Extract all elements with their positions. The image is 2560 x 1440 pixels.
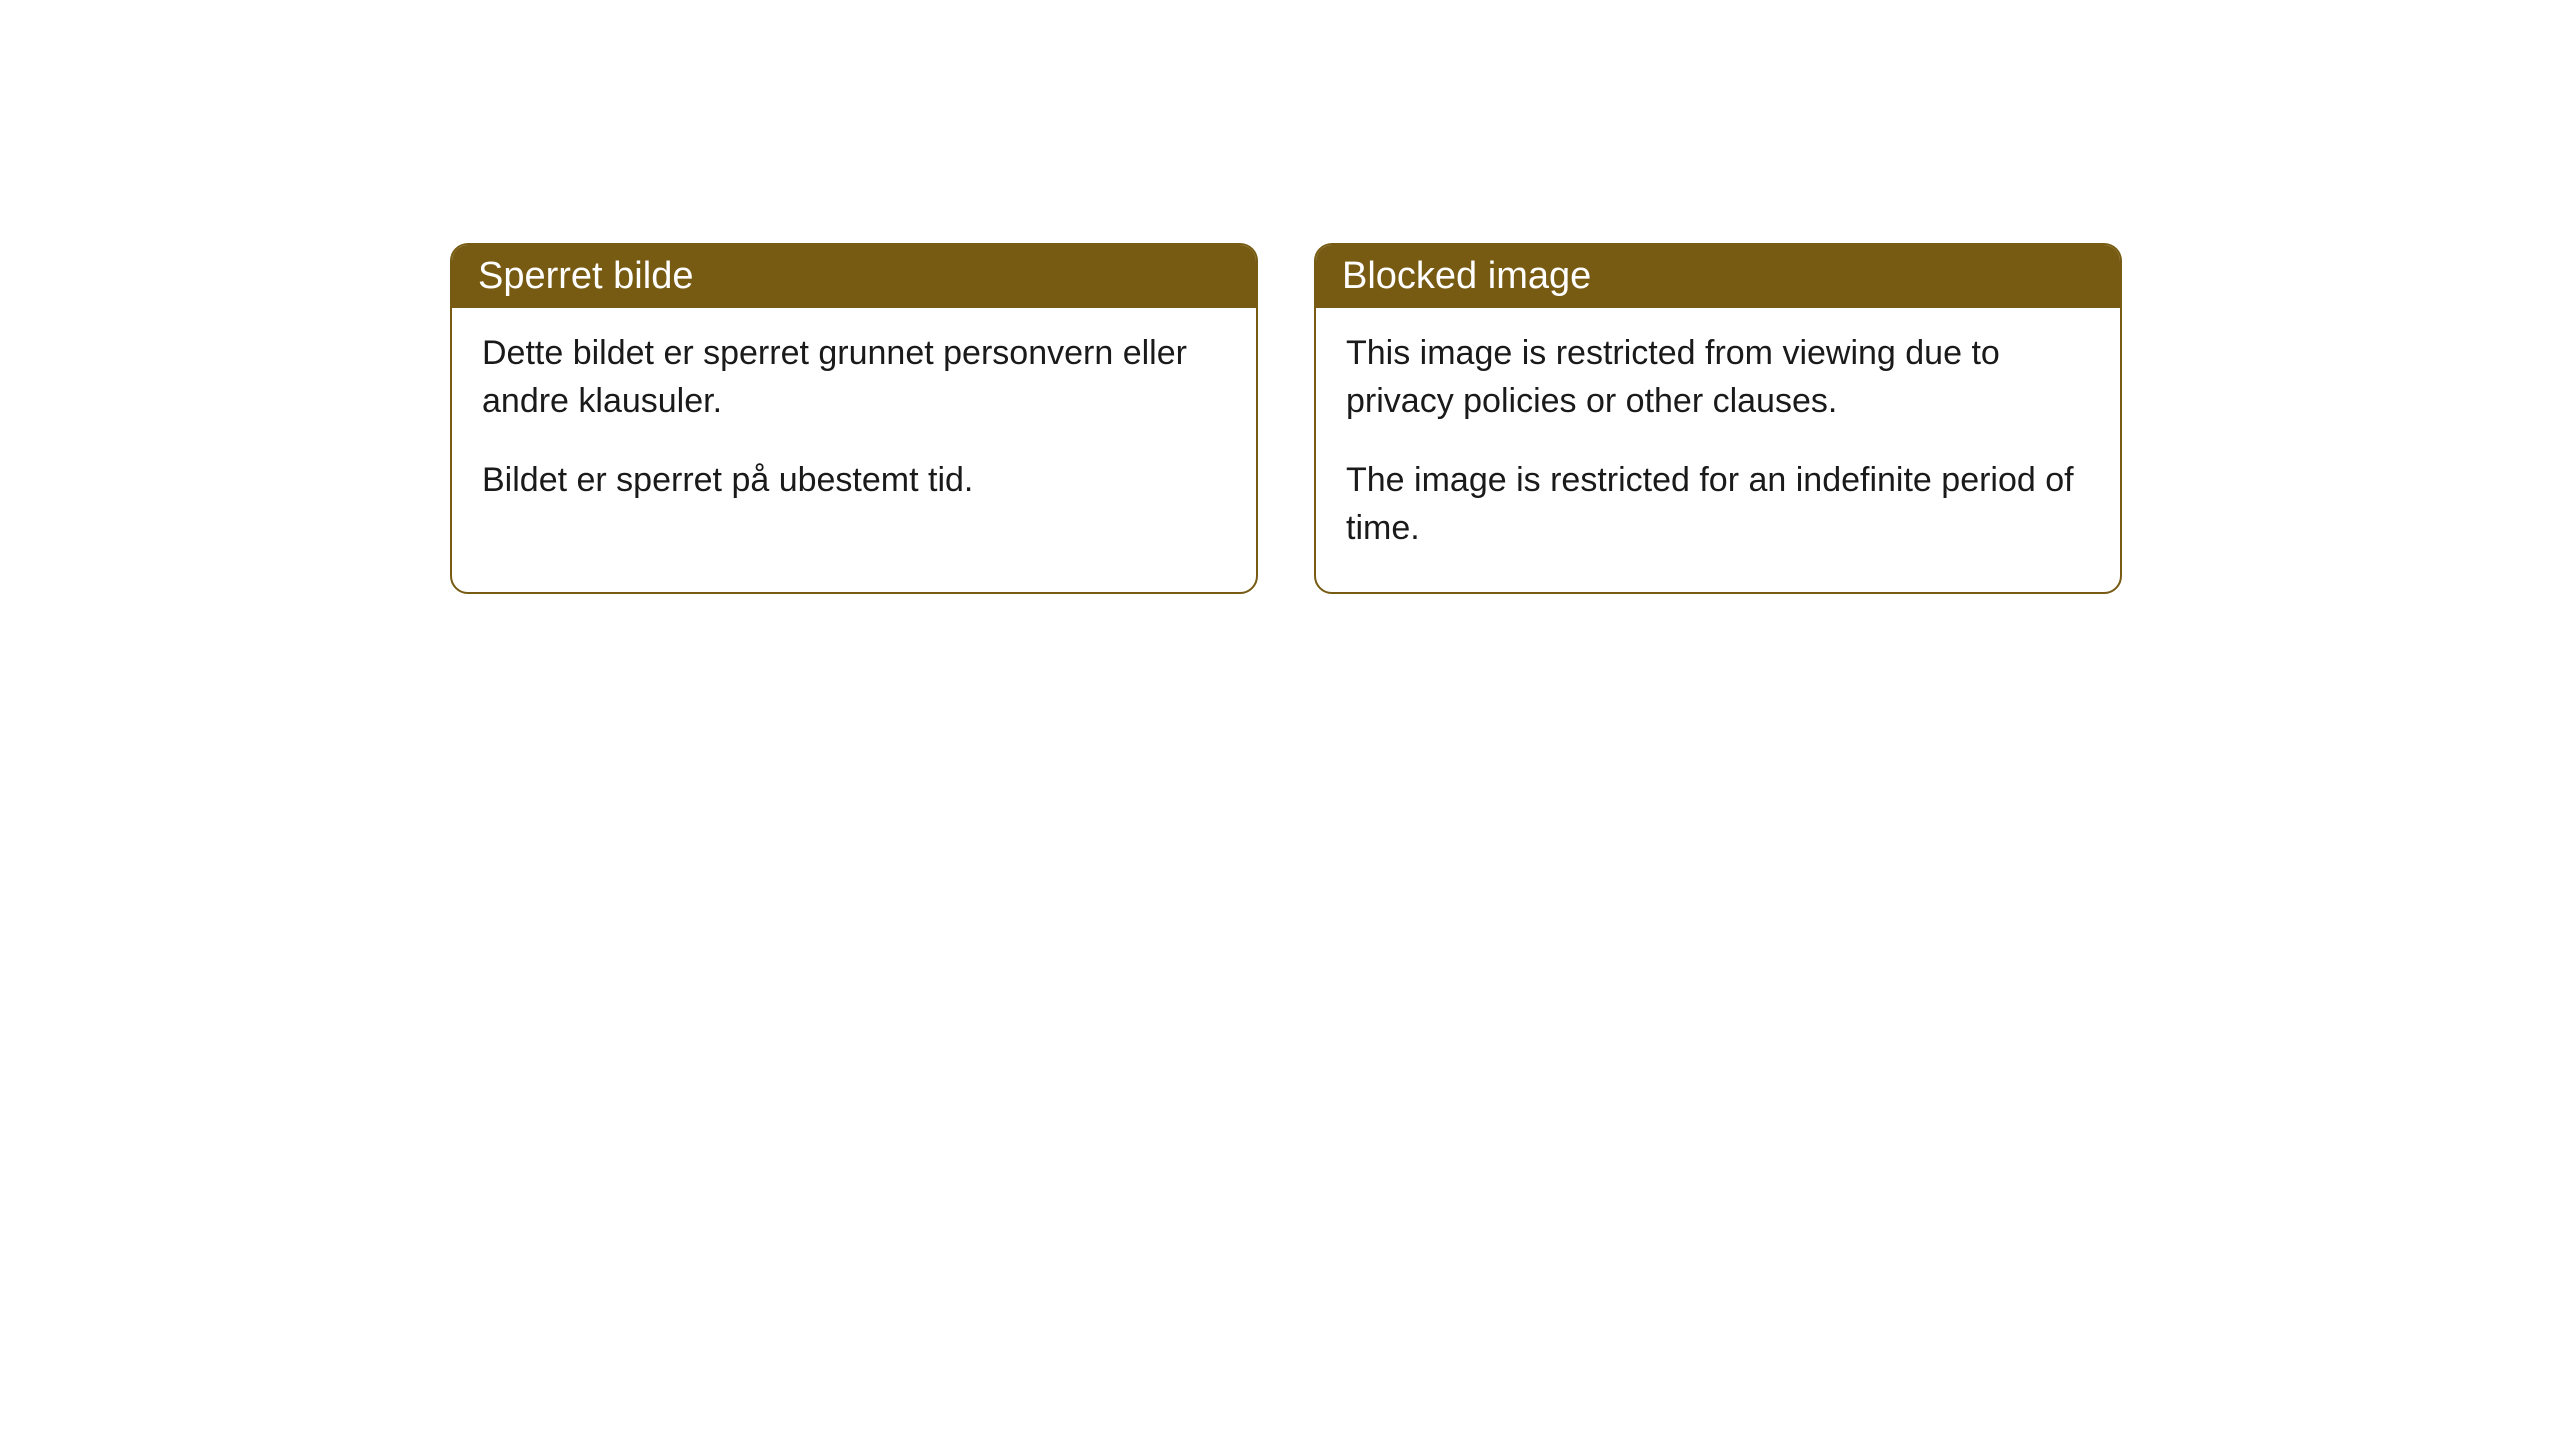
card-paragraph: Bildet er sperret på ubestemt tid. [482,457,1226,505]
card-paragraph: Dette bildet er sperret grunnet personve… [482,330,1226,425]
card-header-norwegian: Sperret bilde [452,245,1256,308]
card-body-norwegian: Dette bildet er sperret grunnet personve… [452,308,1256,545]
card-header-english: Blocked image [1316,245,2120,308]
card-paragraph: This image is restricted from viewing du… [1346,330,2090,425]
card-english: Blocked image This image is restricted f… [1314,243,2122,594]
card-body-english: This image is restricted from viewing du… [1316,308,2120,592]
card-norwegian: Sperret bilde Dette bildet er sperret gr… [450,243,1258,594]
card-title: Sperret bilde [478,255,693,297]
card-paragraph: The image is restricted for an indefinit… [1346,457,2090,552]
cards-container: Sperret bilde Dette bildet er sperret gr… [450,243,2122,594]
card-title: Blocked image [1342,255,1591,297]
